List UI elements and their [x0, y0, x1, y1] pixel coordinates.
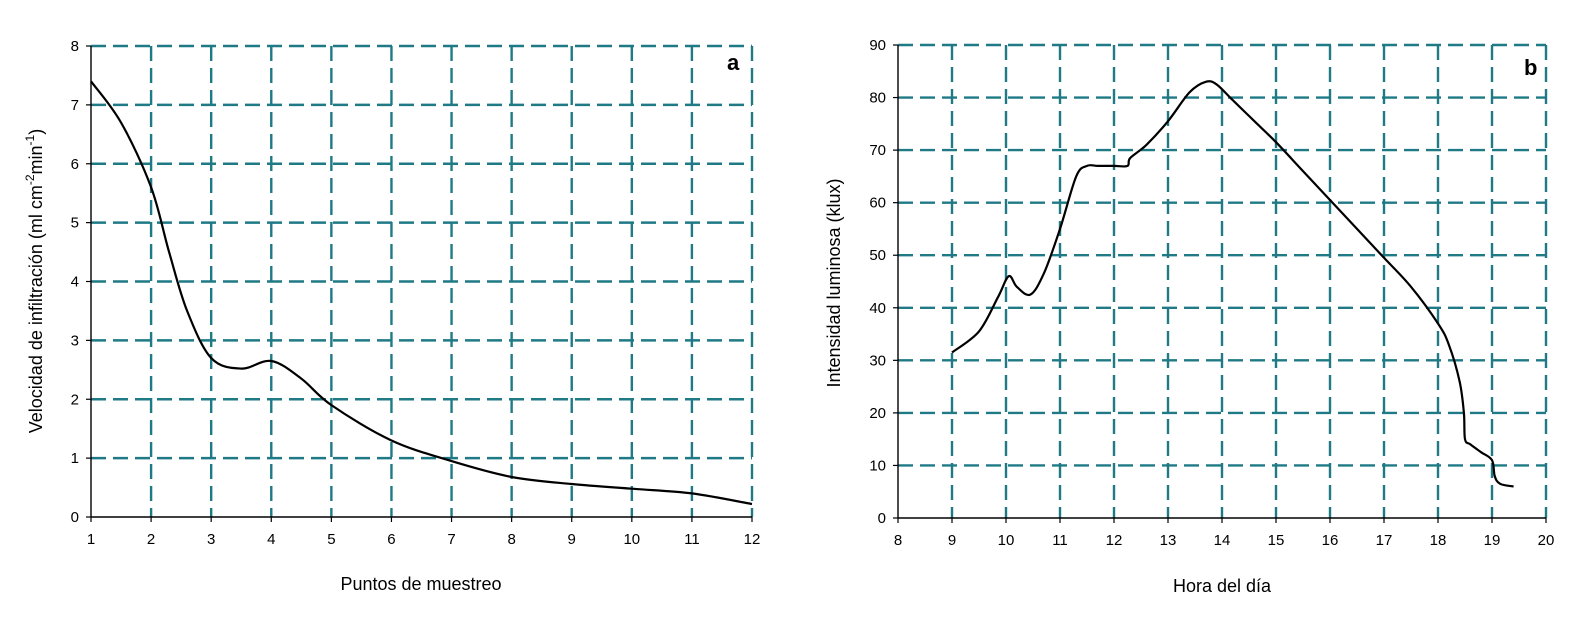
chart-a-series-line: [90, 80, 753, 506]
chart-a-x-tick-label: 10: [623, 531, 640, 548]
chart-a-y-tick-label: 2: [71, 391, 79, 408]
chart-b-x-tick-label: 15: [1268, 532, 1285, 549]
chart-a-x-tick-label: 8: [507, 531, 515, 548]
chart-a-x-tick-label: 7: [447, 531, 455, 548]
chart-a-y-tick-label: 0: [71, 509, 79, 526]
chart-a-y-tick-label: 6: [71, 156, 79, 173]
chart-b-y-axis-label: Intensidad luminosa (klux): [824, 178, 844, 387]
chart-b-x-tick-label: 14: [1214, 532, 1231, 549]
chart-b-grid: [898, 43, 1548, 518]
chart-b-x-tick-label: 16: [1322, 532, 1339, 549]
chart-b-y-tick-label: 40: [869, 300, 886, 317]
chart-a-x-tick-label: 6: [387, 531, 395, 548]
chart-b-x-tick-label: 17: [1376, 532, 1393, 549]
chart-a-y-tick-label: 1: [71, 450, 79, 467]
chart-a-y-tick-label: 7: [71, 97, 79, 114]
chart-a-y-label-sup2: -1: [23, 134, 37, 145]
chart-a-y-tick-label: 4: [71, 274, 79, 291]
chart-b-y-tick-label: 20: [869, 405, 886, 422]
chart-b-x-tick-label: 11: [1052, 532, 1068, 549]
chart-b-x-axis-label: Hora del día: [1173, 576, 1272, 596]
chart-b-x-tick-label: 13: [1160, 532, 1177, 549]
chart-b-x-tick-label: 18: [1430, 532, 1447, 549]
chart-b-x-tick-label: 12: [1106, 532, 1123, 549]
chart-a-x-tick-label: 2: [147, 531, 155, 548]
chart-b-x-tick-label: 19: [1484, 532, 1501, 549]
chart-a-panel-label: a: [727, 50, 740, 75]
chart-a-x-axis-label: Puntos de muestreo: [340, 574, 501, 594]
chart-b-x-tick-label: 8: [894, 532, 902, 549]
chart-a-x-tick-label: 4: [267, 531, 275, 548]
chart-a-y-label-sup1: -2: [23, 174, 37, 185]
chart-b-x-tick-label: 9: [948, 532, 956, 549]
chart-b-y-tick-label: 0: [878, 510, 886, 527]
chart-a-x-tick-label: 1: [87, 531, 95, 548]
chart-a-y-tick-label: 8: [71, 38, 79, 55]
chart-b-y-tick-label: 10: [869, 457, 886, 474]
chart-b-y-tick-label: 90: [869, 37, 886, 54]
chart-b-ticks: 8 9 10 11 12 13 14 15 16 17 18 19 20 0 10 20 30 40 50 60 70 8…: [869, 37, 1554, 549]
chart-b-panel-label: b: [1524, 55, 1537, 80]
chart-a-x-tick-label: 9: [568, 531, 576, 548]
chart-b-series-line: [951, 80, 1514, 488]
chart-b-y-tick-label: 60: [869, 195, 886, 212]
chart-a-x-tick-label: 12: [744, 531, 761, 548]
chart-a-x-tick-label: 5: [327, 531, 335, 548]
chart-b-y-tick-label: 80: [869, 90, 886, 107]
chart-a-x-tick-label: 11: [684, 531, 700, 548]
chart-a-y-tick-label: 3: [71, 332, 79, 349]
chart-b: 8 9 10 11 12 13 14 15 16 17 18 19 20 0 10 20 30 40 50 60 70 8…: [824, 37, 1554, 596]
chart-a-y-tick-label: 5: [71, 215, 79, 232]
chart-a-y-label-main: Velocidad de infiltración (ml cm: [26, 185, 46, 433]
chart-a-y-axis-label: Velocidad de infiltración (ml cm-2min-1): [23, 129, 46, 433]
chart-b-y-tick-label: 70: [869, 142, 886, 159]
chart-a-x-tick-label: 3: [207, 531, 215, 548]
chart-a-y-label-mid: min: [26, 145, 46, 174]
chart-b-y-tick-label: 30: [869, 352, 886, 369]
chart-b-x-tick-label: 20: [1538, 532, 1555, 549]
chart-b-x-tick-label: 10: [998, 532, 1015, 549]
chart-a-y-label-end: ): [26, 129, 46, 135]
chart-a-grid: [91, 44, 754, 517]
chart-b-y-tick-label: 50: [869, 247, 886, 264]
